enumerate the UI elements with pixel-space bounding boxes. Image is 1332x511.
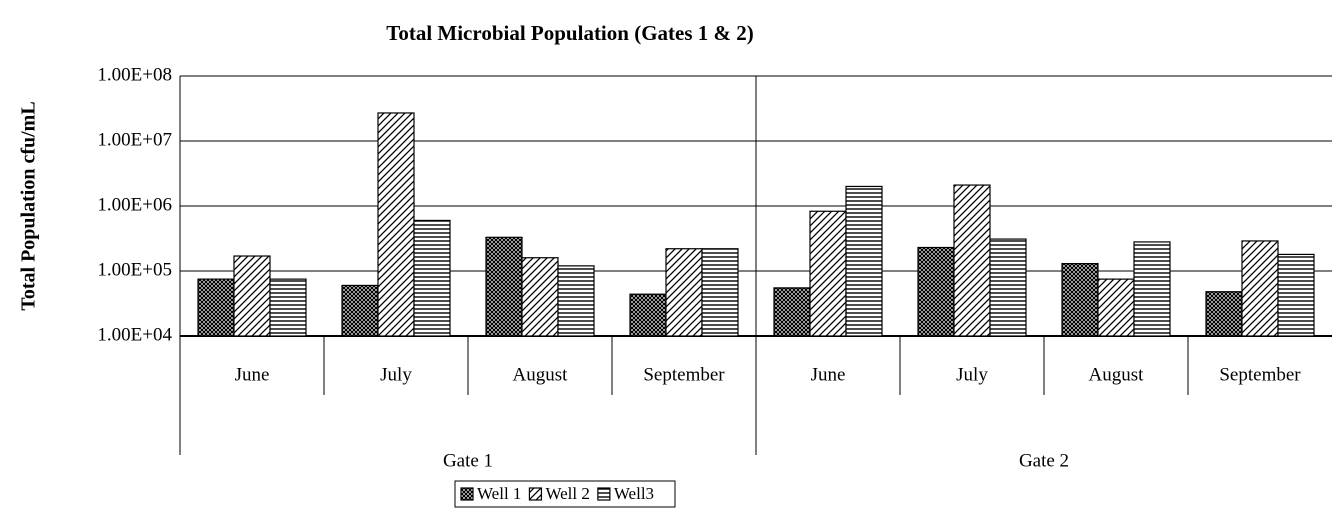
y-tick-label: 1.00E+07 (97, 129, 172, 150)
legend-swatch (528, 487, 543, 501)
chart-title: Total Microbial Population (Gates 1 & 2) (386, 21, 754, 45)
bar (1205, 291, 1243, 337)
bar (1061, 262, 1099, 337)
bar (413, 219, 451, 337)
bar (809, 210, 847, 337)
bar (845, 185, 883, 337)
group-label: Gate 2 (1019, 450, 1069, 471)
bar (377, 112, 415, 337)
x-tick-label: September (643, 364, 725, 385)
x-tick-label: July (380, 364, 412, 385)
y-tick-label: 1.00E+04 (97, 324, 172, 345)
bar (233, 255, 271, 337)
bar (917, 246, 955, 337)
bar (1241, 240, 1279, 337)
y-tick-label: 1.00E+06 (97, 194, 172, 215)
bar (629, 293, 667, 337)
bar (701, 248, 739, 337)
x-tick-label: June (811, 364, 846, 385)
bar (773, 287, 811, 337)
x-tick-label: August (513, 364, 569, 385)
x-tick-label: July (956, 364, 988, 385)
legend-label: Well 2 (545, 484, 589, 503)
bar (269, 278, 307, 337)
y-tick-label: 1.00E+08 (97, 64, 172, 85)
bar (341, 284, 379, 337)
legend-label: Well3 (614, 484, 654, 503)
legend-box (454, 480, 676, 508)
group-label: Gate 1 (443, 450, 493, 471)
bar (1097, 278, 1135, 337)
x-tick-label: August (1089, 364, 1145, 385)
bar (953, 184, 991, 337)
bar (1277, 253, 1315, 337)
legend-label: Well 1 (477, 484, 521, 503)
bar (665, 248, 703, 337)
bar (485, 236, 523, 337)
legend-swatch (597, 487, 611, 501)
y-axis-label: Total Population cfu/mL (18, 101, 40, 310)
bar (989, 238, 1027, 337)
bar (557, 265, 595, 337)
bar (197, 278, 235, 337)
bar (521, 257, 559, 337)
y-tick-label: 1.00E+05 (97, 259, 172, 280)
x-tick-label: June (235, 364, 270, 385)
bar (1133, 241, 1171, 337)
legend-swatch (460, 487, 474, 501)
x-tick-label: September (1219, 364, 1301, 385)
